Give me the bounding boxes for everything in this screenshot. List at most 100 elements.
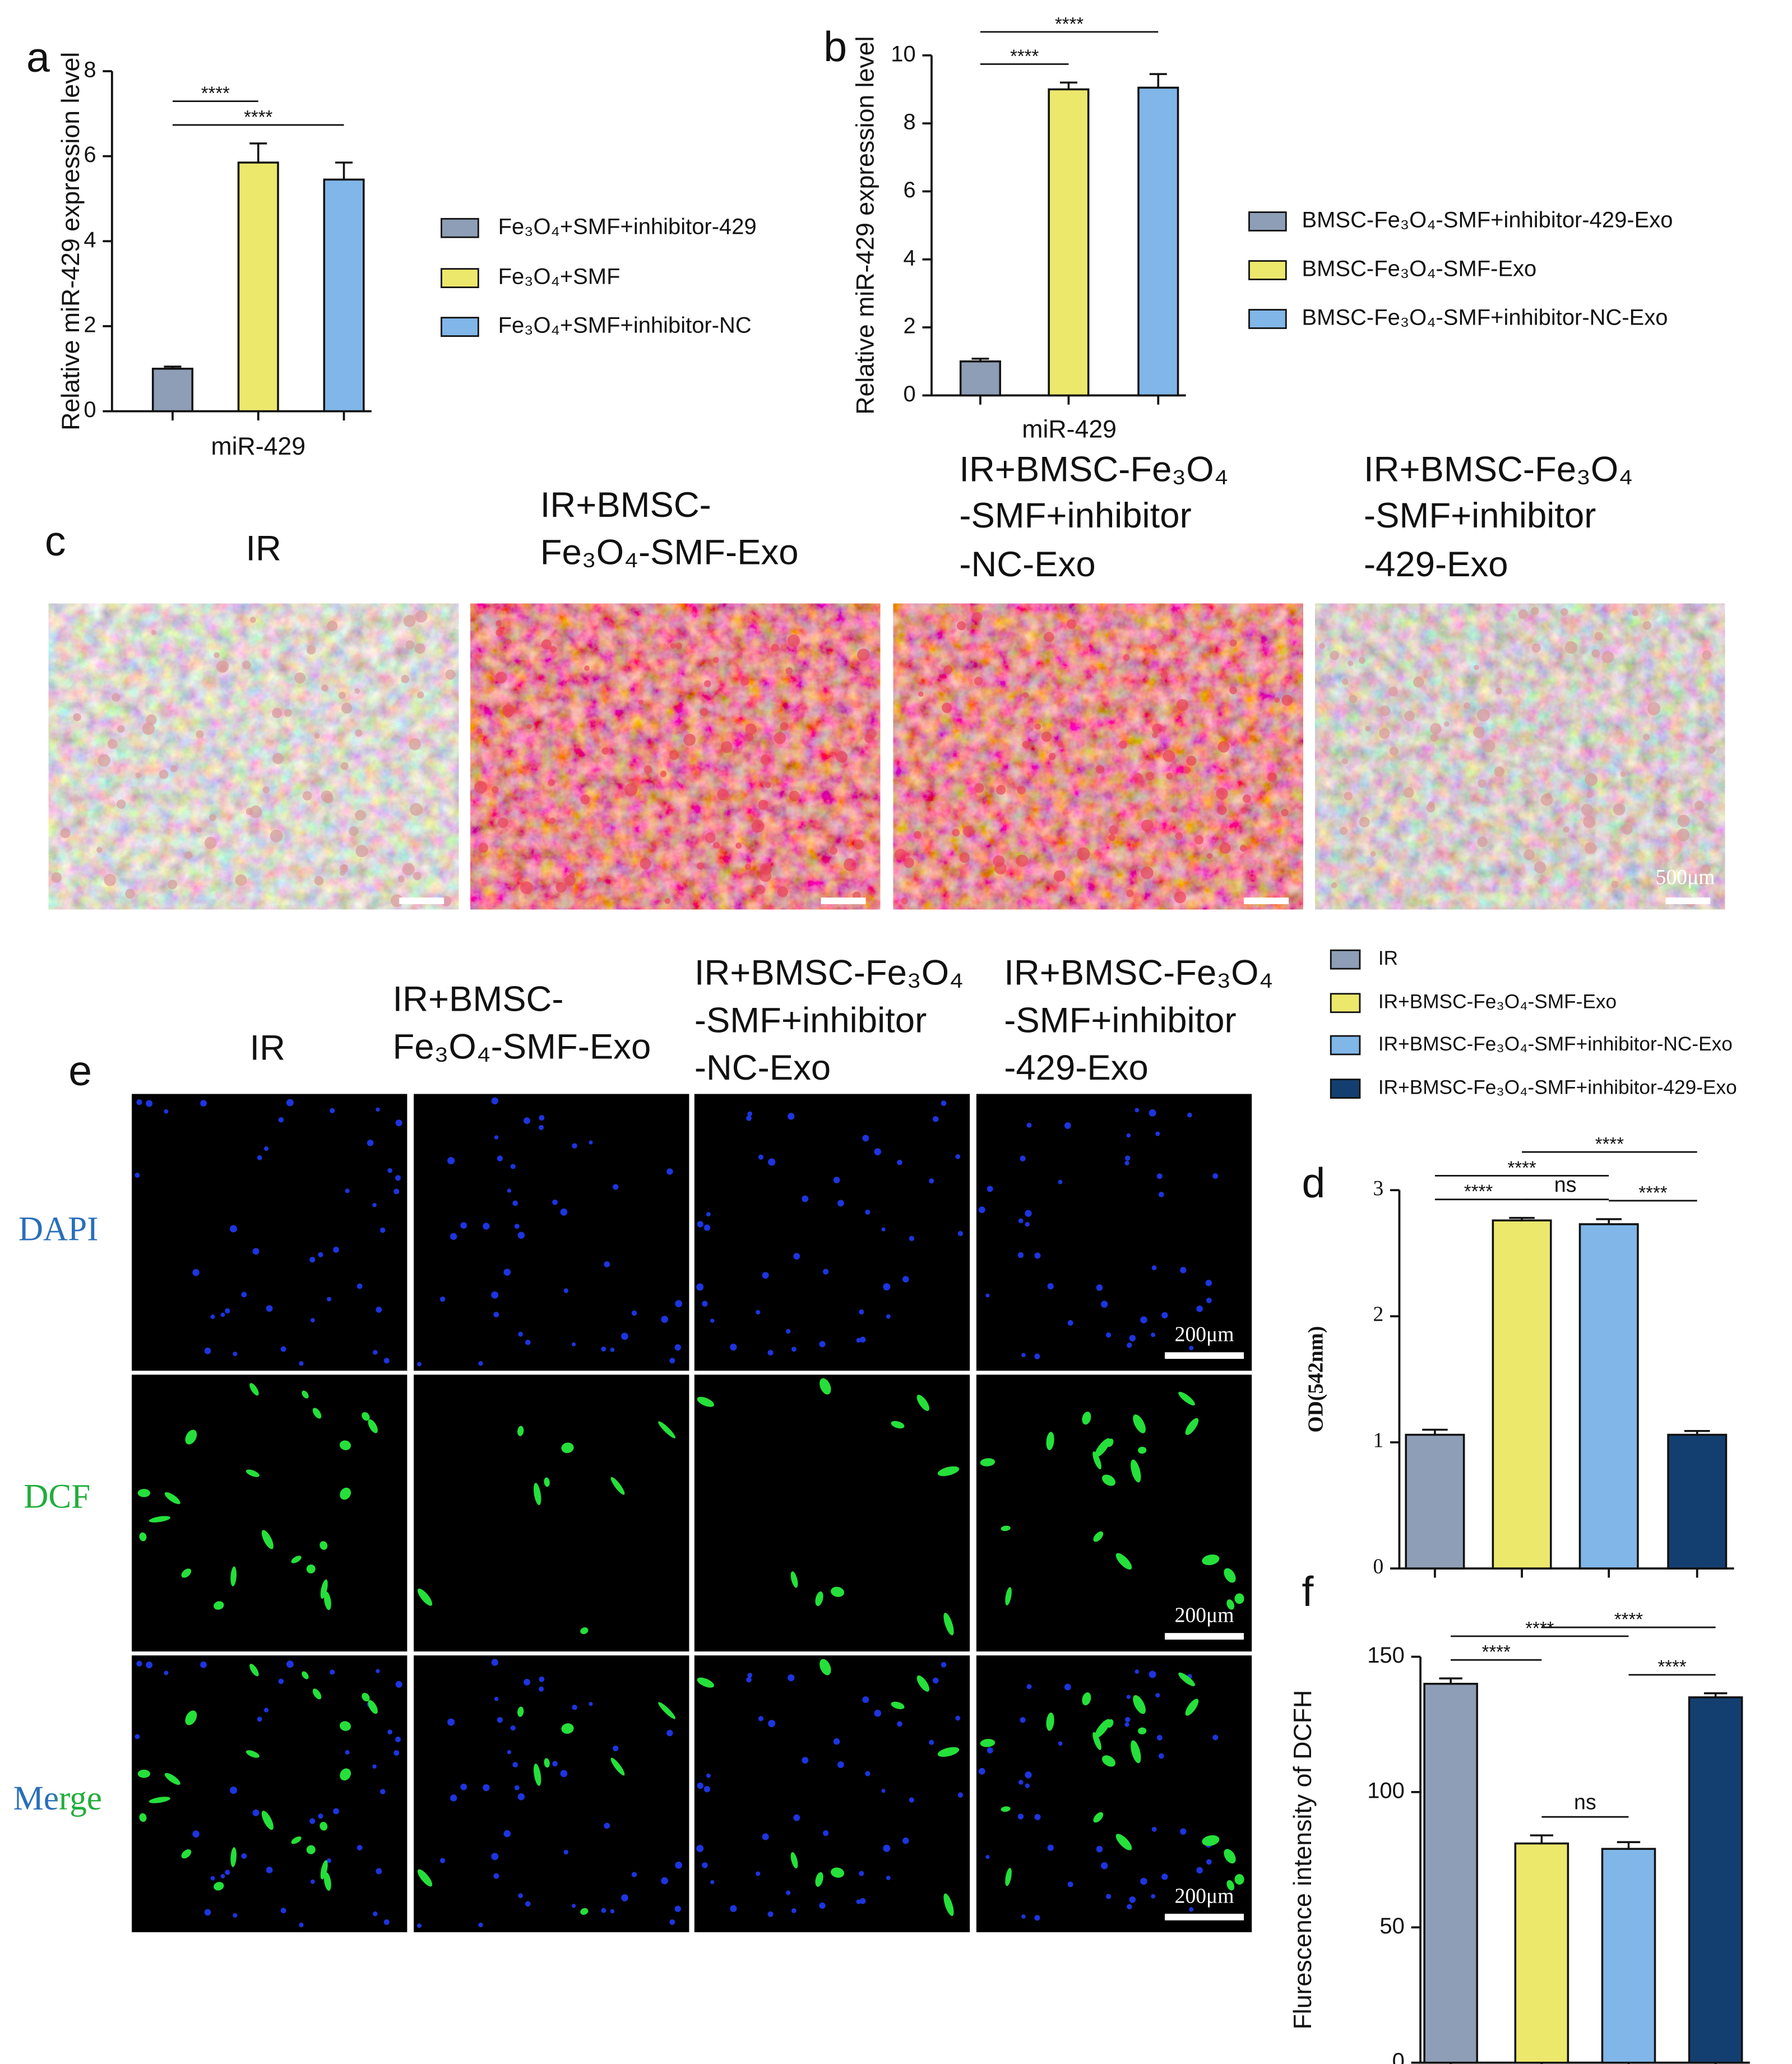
cell bbox=[853, 839, 864, 850]
nucleus bbox=[604, 1261, 610, 1267]
nucleus bbox=[1187, 1112, 1192, 1118]
cell bbox=[526, 724, 532, 729]
nucleus bbox=[491, 1853, 499, 1861]
cell bbox=[1430, 734, 1438, 742]
cell bbox=[561, 1723, 574, 1734]
y-axis-label: Relative miR-429 expression level bbox=[852, 36, 879, 414]
cell bbox=[517, 1426, 524, 1436]
nucleus bbox=[886, 1314, 891, 1319]
cell bbox=[321, 684, 328, 692]
cell bbox=[569, 872, 575, 878]
cell bbox=[73, 713, 81, 721]
y-tick-label: 4 bbox=[84, 228, 96, 252]
nucleus bbox=[310, 1318, 315, 1323]
nucleus bbox=[286, 1099, 294, 1107]
nucleus bbox=[387, 1168, 392, 1173]
nucleus bbox=[768, 1158, 776, 1166]
nucleus bbox=[524, 1678, 530, 1686]
nucleus bbox=[987, 1186, 993, 1192]
nucleus bbox=[669, 1919, 675, 1925]
nucleus bbox=[706, 1212, 711, 1217]
nucleus bbox=[874, 1148, 882, 1155]
cell bbox=[1389, 746, 1399, 756]
cell bbox=[1707, 746, 1716, 754]
nucleus bbox=[696, 1283, 704, 1291]
y-tick-label: 0 bbox=[1392, 2049, 1405, 2064]
cell bbox=[894, 849, 907, 861]
nucleus bbox=[503, 1269, 511, 1276]
cell bbox=[1331, 882, 1337, 888]
cell bbox=[1217, 741, 1230, 753]
nucleus bbox=[661, 1877, 668, 1885]
cell bbox=[272, 707, 283, 719]
cell bbox=[1240, 807, 1247, 814]
cell bbox=[1476, 709, 1490, 722]
cell bbox=[974, 783, 984, 793]
nucleus bbox=[675, 1300, 683, 1308]
significance-label: **** bbox=[1010, 45, 1039, 66]
cell bbox=[219, 664, 227, 673]
nucleus bbox=[1096, 1845, 1103, 1853]
cell bbox=[414, 643, 425, 654]
nucleus bbox=[1101, 1862, 1108, 1869]
nucleus bbox=[483, 1784, 490, 1792]
cell bbox=[759, 869, 772, 882]
cell bbox=[314, 876, 324, 886]
cell bbox=[1581, 803, 1594, 816]
cell bbox=[1174, 891, 1186, 904]
nucleus bbox=[257, 1716, 262, 1722]
panel-letter: a bbox=[26, 34, 50, 81]
cell bbox=[340, 762, 349, 770]
column-title: -SMF+inhibitor bbox=[694, 1001, 927, 1040]
nucleus bbox=[674, 1344, 681, 1351]
cell bbox=[1379, 705, 1391, 716]
nucleus bbox=[909, 1235, 915, 1241]
cell bbox=[1694, 800, 1705, 811]
error-bar bbox=[1439, 1677, 1462, 1684]
cell bbox=[1239, 845, 1247, 852]
cell bbox=[904, 857, 914, 868]
nucleus bbox=[702, 1301, 708, 1307]
column-title: IR+BMSC- bbox=[393, 980, 564, 1019]
nucleus bbox=[367, 1140, 374, 1146]
nucleus bbox=[493, 1873, 499, 1879]
nucleus bbox=[478, 1922, 483, 1928]
nucleus bbox=[572, 1342, 576, 1346]
significance-label: **** bbox=[1638, 1182, 1667, 1203]
legend-swatch bbox=[1330, 949, 1361, 970]
cell bbox=[1339, 827, 1348, 835]
cell bbox=[937, 1747, 960, 1757]
cell bbox=[765, 782, 771, 788]
nucleus bbox=[483, 1223, 490, 1230]
significance-label: **** bbox=[1482, 1641, 1511, 1662]
nucleus bbox=[793, 1253, 800, 1260]
column-title: -429-Exo bbox=[1004, 1048, 1149, 1087]
nucleus bbox=[263, 1707, 269, 1713]
nucleus bbox=[266, 1305, 273, 1312]
legend-swatch bbox=[1248, 309, 1287, 329]
cell bbox=[1229, 686, 1237, 695]
cell bbox=[745, 723, 757, 735]
nucleus bbox=[524, 1117, 530, 1124]
cell bbox=[712, 841, 720, 849]
nucleus bbox=[135, 1172, 140, 1178]
cell bbox=[1359, 817, 1370, 828]
cell bbox=[302, 791, 312, 801]
cell bbox=[774, 732, 786, 744]
nucleus bbox=[507, 1188, 512, 1193]
nucleus bbox=[786, 1329, 791, 1334]
cell bbox=[362, 1412, 370, 1421]
cell bbox=[1404, 710, 1415, 721]
nucleus bbox=[512, 1762, 518, 1767]
nucleus bbox=[497, 1717, 503, 1723]
nucleus bbox=[491, 1291, 499, 1299]
nucleus bbox=[1067, 1881, 1073, 1887]
nucleus bbox=[955, 1154, 961, 1159]
cell bbox=[340, 1487, 351, 1500]
cell bbox=[815, 1872, 823, 1887]
cell bbox=[1586, 792, 1593, 798]
cell bbox=[1092, 1451, 1101, 1470]
nucleus bbox=[819, 1902, 826, 1909]
nucleus bbox=[379, 1227, 386, 1233]
nucleus bbox=[613, 1745, 619, 1752]
